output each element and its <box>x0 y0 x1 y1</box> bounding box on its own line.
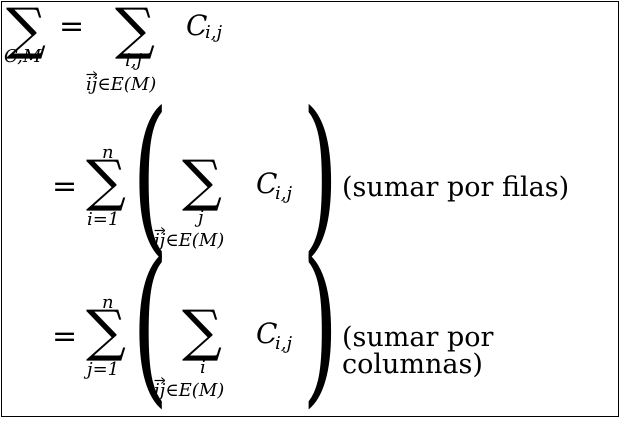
outer-summation-symbol-2: ∑ <box>86 149 126 214</box>
summation-constraint-1: ij ∈E(M) <box>86 71 156 94</box>
term-subscript-3: i,j <box>275 333 293 354</box>
outer-sum-lower-3: j=1 <box>87 359 120 380</box>
vector-ij-3: ij <box>154 377 166 400</box>
inner-sum-constraint-2: ij ∈E(M) <box>154 227 224 250</box>
vector-arrow-icon <box>154 377 166 384</box>
term-c-2: C <box>256 167 278 200</box>
vector-ij-1: ij <box>86 71 98 94</box>
inner-sum-subscript-3: i <box>200 357 206 378</box>
term-subscript-1: i,j <box>205 22 223 43</box>
equals-sign-2: = <box>52 169 78 204</box>
summation-subscript-1: i,j <box>125 50 143 71</box>
inner-sum-subscript-2: j <box>198 207 204 228</box>
right-paren-3: ) <box>302 226 339 424</box>
outer-sum-upper-2: n <box>102 142 114 163</box>
inner-summation-symbol-2: ∑ <box>182 149 222 214</box>
left-paren-2: ( <box>132 76 169 274</box>
note-sumar-por-filas: (sumar por filas) <box>342 172 570 203</box>
equals-sign-1: = <box>59 9 85 44</box>
lhs-summation-subscript: C,M <box>4 46 42 67</box>
equation-frame: ∑ C,M = ∑ i,j ij ∈E(M) C i,j = n ∑ i=1 (… <box>1 1 619 417</box>
inner-sum-constraint-3: ij ∈E(M) <box>154 377 224 400</box>
outer-summation-symbol-3: ∑ <box>86 299 126 364</box>
summation-symbol-1: ∑ <box>115 0 155 62</box>
vector-arrow-icon <box>86 71 98 78</box>
outer-sum-upper-3: n <box>102 292 114 313</box>
vector-ij-2: ij <box>154 227 166 250</box>
left-paren-3: ( <box>132 226 169 424</box>
equals-sign-3: = <box>52 319 78 354</box>
note-sumar-por-columnas: (sumar por columnas) <box>342 322 494 380</box>
vector-arrow-icon <box>154 227 166 234</box>
inner-summation-symbol-3: ∑ <box>182 299 222 364</box>
term-subscript-2: i,j <box>275 183 293 204</box>
lhs-summation-symbol: ∑ <box>6 0 46 62</box>
term-c-3: C <box>256 317 278 350</box>
outer-sum-lower-2: i=1 <box>87 209 120 230</box>
right-paren-2: ) <box>302 76 339 274</box>
term-c-1: C <box>186 9 208 42</box>
